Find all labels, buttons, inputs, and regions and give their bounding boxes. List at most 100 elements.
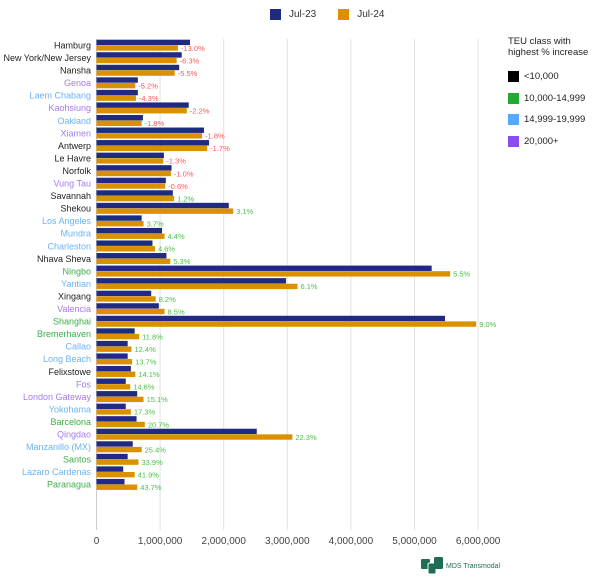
bar-jul23: [96, 39, 190, 46]
bar-jul24: [96, 321, 477, 327]
change-label: 14.1%: [138, 370, 160, 379]
change-label: 41.9%: [138, 470, 160, 479]
bar-jul24: [96, 220, 144, 227]
port-label: Los Angeles: [42, 216, 92, 226]
change-label: -2.2%: [190, 107, 210, 116]
x-tick-label: 2,000,000: [201, 536, 246, 547]
change-label: 5.3%: [173, 257, 190, 266]
logo-text: MDS Transmodal: [446, 562, 501, 570]
series-legend: Jul-23 Jul-24: [270, 9, 385, 20]
bar-jul23: [96, 140, 210, 146]
bar-jul23: [96, 441, 133, 447]
change-label: 9.0%: [479, 320, 496, 329]
bar-jul24: [96, 145, 208, 152]
bar-jul24: [96, 133, 203, 139]
bar-jul23: [96, 77, 138, 83]
change-label: 20.7%: [148, 420, 170, 429]
x-tick-label: 4,000,000: [329, 536, 374, 547]
bar-jul24: [96, 283, 298, 290]
port-label: London Gateway: [23, 392, 92, 402]
bar-jul23: [96, 416, 137, 422]
x-tick-label: 6,000,000: [456, 536, 501, 547]
bar-jul24: [96, 333, 140, 340]
bar-jul23: [96, 240, 153, 246]
port-label: Santos: [63, 455, 92, 465]
class-label: 20,000+: [524, 135, 559, 147]
port-label: Kaohsiung: [48, 103, 91, 113]
legend-item-jul23: Jul-23: [270, 9, 316, 20]
port-label: Manzanillo (MX): [26, 442, 91, 452]
bar-jul23: [96, 303, 159, 309]
legend-swatch-jul24: [338, 9, 350, 20]
change-label: 1.2%: [177, 194, 194, 203]
bar-jul23: [96, 365, 131, 372]
x-tick-label: 5,000,000: [392, 536, 437, 547]
change-label: 5.5%: [453, 270, 470, 279]
change-label: 14.6%: [133, 383, 155, 392]
bar-jul24: [96, 108, 187, 114]
change-label: -5.2%: [138, 81, 158, 90]
class-label: <10,000: [524, 71, 559, 83]
class-legend-item: 10,000-14,999: [508, 88, 600, 110]
class-legend-item: <10,000: [508, 66, 600, 88]
bar-jul24: [96, 384, 131, 390]
port-label: Felixstowe: [48, 367, 91, 377]
change-label: 11.8%: [142, 332, 163, 341]
bar-jul24: [96, 70, 175, 76]
bar-jul23: [96, 215, 142, 221]
change-label: 8.2%: [159, 295, 176, 304]
port-label: Oakland: [57, 116, 91, 126]
change-label: 6.1%: [300, 282, 317, 291]
class-label: 10,000-14,999: [524, 92, 586, 104]
port-label: Paranagua: [47, 480, 91, 490]
class-legend: TEU class with highest % increase <10,00…: [508, 36, 600, 152]
bar-jul24: [96, 271, 451, 277]
bar-jul23: [96, 114, 143, 121]
change-label: 25.4%: [145, 445, 167, 454]
class-swatch: [508, 92, 519, 104]
bar-jul23: [96, 478, 125, 485]
port-label: Long Beach: [43, 354, 91, 364]
change-label: -1.8%: [145, 119, 165, 128]
change-label: -4.3%: [139, 94, 159, 103]
bar-jul23: [96, 340, 128, 347]
change-label: 4.4%: [168, 232, 185, 241]
change-label: -0.6%: [168, 182, 188, 191]
bar-jul24: [96, 95, 136, 101]
port-label: Nansha: [60, 66, 91, 76]
bar-jul24: [96, 421, 145, 428]
bar-jul24: [96, 170, 171, 177]
bar-jul24: [96, 359, 133, 365]
bar-jul23: [96, 227, 163, 234]
change-label: -1.0%: [174, 169, 194, 178]
logo-icon: [421, 557, 443, 575]
class-swatch: [508, 71, 519, 83]
change-label: 43.7%: [140, 483, 162, 492]
class-swatch: [508, 135, 519, 147]
bar-jul23: [96, 378, 126, 384]
bar-jul24: [96, 459, 139, 465]
bar-jul23: [96, 278, 287, 284]
change-label: 22.3%: [295, 433, 317, 442]
change-label: 13.7%: [135, 358, 157, 367]
class-legend-item: 20,000+: [508, 131, 600, 153]
bar-jul24: [96, 195, 175, 202]
bar-jul24: [96, 446, 142, 453]
port-label: Savannah: [50, 191, 91, 201]
bar-jul24: [96, 45, 178, 51]
legend-item-jul24: Jul-24: [338, 9, 385, 20]
bar-jul23: [96, 52, 182, 58]
class-swatch: [508, 114, 519, 126]
port-label: Bremerhaven: [37, 329, 91, 339]
port-label: Xiamen: [60, 128, 91, 138]
bar-jul24: [96, 120, 142, 126]
bar-jul24: [96, 183, 166, 189]
x-tick-label: 3,000,000: [265, 536, 310, 547]
bar-jul23: [96, 177, 166, 184]
port-label: Nhava Sheva: [37, 254, 91, 264]
bar-jul23: [96, 428, 257, 435]
change-label: 15.1%: [147, 395, 169, 404]
bar-jul23: [96, 290, 152, 297]
port-label: Ningbo: [62, 266, 91, 276]
